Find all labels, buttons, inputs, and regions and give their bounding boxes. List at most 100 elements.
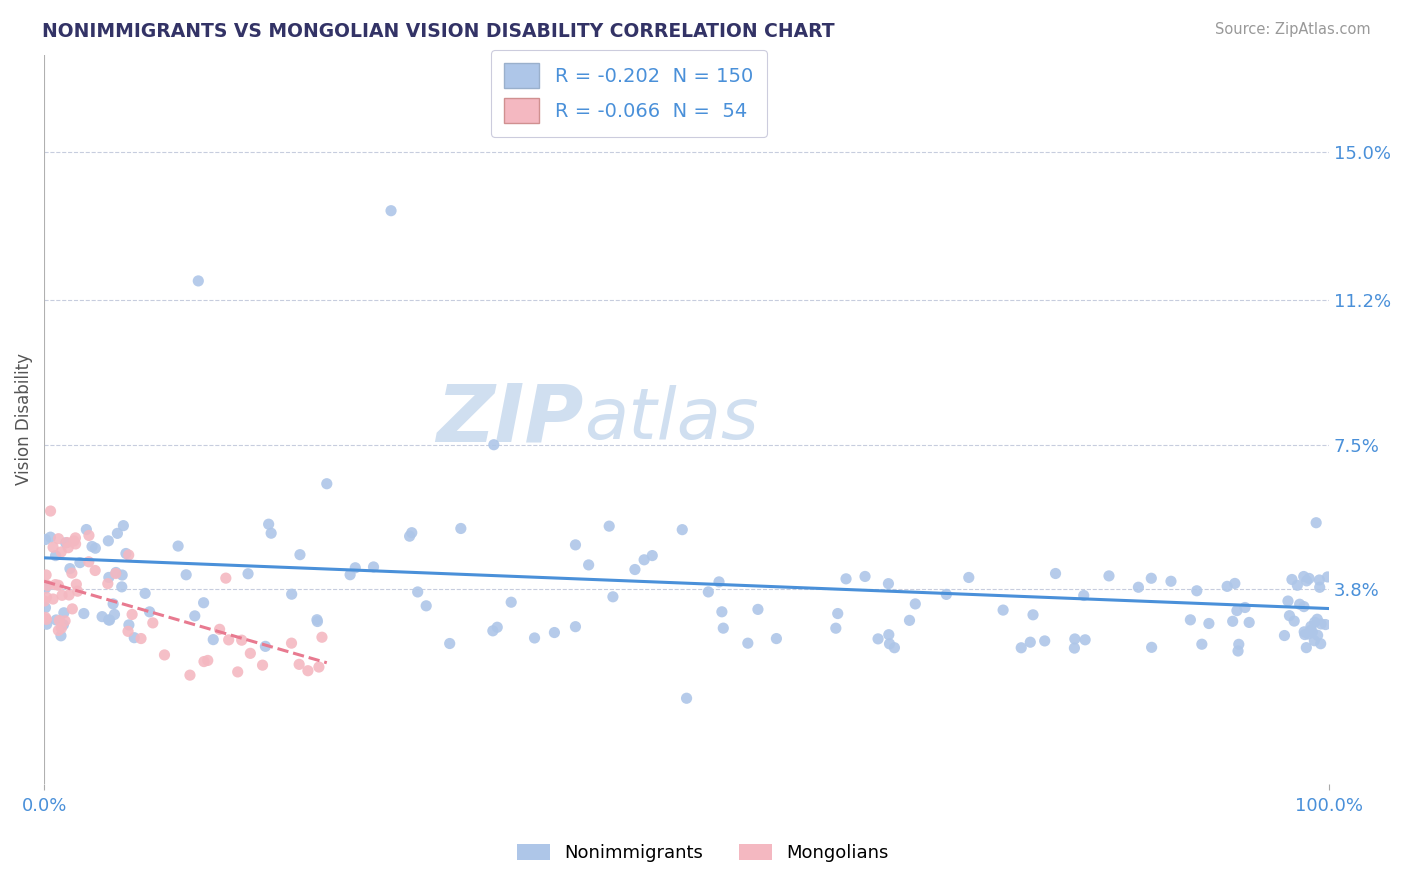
Point bbox=[118, 548, 141, 562]
Point bbox=[297, 664, 319, 678]
Point bbox=[280, 587, 302, 601]
Point bbox=[1286, 578, 1309, 592]
Point bbox=[1282, 614, 1305, 628]
Point bbox=[1216, 579, 1239, 593]
Point bbox=[63, 533, 86, 548]
Point bbox=[252, 658, 274, 673]
Point bbox=[564, 538, 586, 552]
Point bbox=[52, 617, 75, 632]
Point bbox=[44, 577, 66, 591]
Point bbox=[1303, 615, 1326, 630]
Point bbox=[280, 636, 302, 650]
Point bbox=[80, 540, 103, 554]
Point bbox=[56, 535, 79, 549]
Point bbox=[75, 523, 97, 537]
Point bbox=[1292, 599, 1315, 614]
Point bbox=[1063, 641, 1085, 656]
Point bbox=[48, 624, 70, 638]
Point bbox=[877, 628, 900, 642]
Point bbox=[1309, 637, 1331, 651]
Point bbox=[1294, 627, 1316, 641]
Point bbox=[1277, 594, 1299, 608]
Point bbox=[339, 567, 361, 582]
Point bbox=[1191, 637, 1213, 651]
Point bbox=[179, 668, 201, 682]
Point bbox=[39, 530, 62, 544]
Point bbox=[1010, 640, 1032, 655]
Point bbox=[34, 600, 56, 615]
Point bbox=[97, 570, 120, 584]
Point bbox=[197, 653, 219, 667]
Point bbox=[104, 566, 127, 581]
Point bbox=[1309, 580, 1331, 594]
Point bbox=[37, 578, 59, 592]
Point bbox=[957, 570, 980, 584]
Point bbox=[1160, 574, 1182, 589]
Point bbox=[115, 547, 138, 561]
Point bbox=[142, 615, 165, 630]
Point bbox=[58, 588, 80, 602]
Point bbox=[363, 560, 385, 574]
Point bbox=[98, 613, 121, 627]
Point bbox=[111, 580, 134, 594]
Point bbox=[935, 587, 957, 601]
Text: atlas: atlas bbox=[583, 384, 758, 454]
Point bbox=[1226, 604, 1249, 618]
Point bbox=[48, 532, 70, 546]
Point bbox=[710, 605, 733, 619]
Point bbox=[1227, 644, 1250, 658]
Point bbox=[707, 574, 730, 589]
Point bbox=[380, 203, 402, 218]
Point bbox=[523, 631, 546, 645]
Point bbox=[193, 655, 215, 669]
Point bbox=[1306, 628, 1329, 642]
Point bbox=[134, 586, 156, 600]
Point bbox=[1316, 570, 1339, 584]
Point bbox=[254, 640, 277, 654]
Point bbox=[564, 620, 586, 634]
Point bbox=[97, 576, 120, 591]
Point bbox=[824, 621, 846, 635]
Point bbox=[598, 519, 620, 533]
Point bbox=[42, 592, 65, 607]
Point bbox=[398, 529, 420, 543]
Point bbox=[307, 615, 329, 629]
Point bbox=[904, 597, 927, 611]
Point bbox=[879, 637, 901, 651]
Point bbox=[1295, 640, 1317, 655]
Point bbox=[34, 594, 56, 608]
Point bbox=[305, 613, 328, 627]
Point bbox=[1294, 624, 1316, 639]
Point bbox=[53, 614, 76, 628]
Point bbox=[1045, 566, 1067, 581]
Point bbox=[84, 541, 107, 556]
Point bbox=[1063, 632, 1085, 646]
Point bbox=[1227, 637, 1250, 651]
Point bbox=[1306, 612, 1329, 626]
Point bbox=[853, 569, 876, 583]
Point bbox=[226, 665, 249, 679]
Y-axis label: Vision Disability: Vision Disability bbox=[15, 353, 32, 485]
Point bbox=[633, 553, 655, 567]
Point bbox=[344, 561, 367, 575]
Point bbox=[103, 607, 125, 622]
Point bbox=[1305, 516, 1327, 530]
Point bbox=[45, 613, 67, 627]
Point bbox=[51, 588, 73, 602]
Point bbox=[1019, 635, 1042, 649]
Point bbox=[1292, 569, 1315, 583]
Point bbox=[482, 624, 505, 638]
Point bbox=[97, 533, 120, 548]
Point bbox=[66, 584, 89, 599]
Point bbox=[1033, 634, 1056, 648]
Point bbox=[602, 590, 624, 604]
Point bbox=[1298, 571, 1320, 585]
Point bbox=[58, 541, 80, 555]
Point bbox=[1128, 580, 1150, 594]
Point bbox=[153, 648, 176, 662]
Point bbox=[138, 605, 160, 619]
Point bbox=[112, 518, 135, 533]
Point bbox=[898, 613, 921, 627]
Point bbox=[1140, 640, 1163, 655]
Point bbox=[236, 566, 259, 581]
